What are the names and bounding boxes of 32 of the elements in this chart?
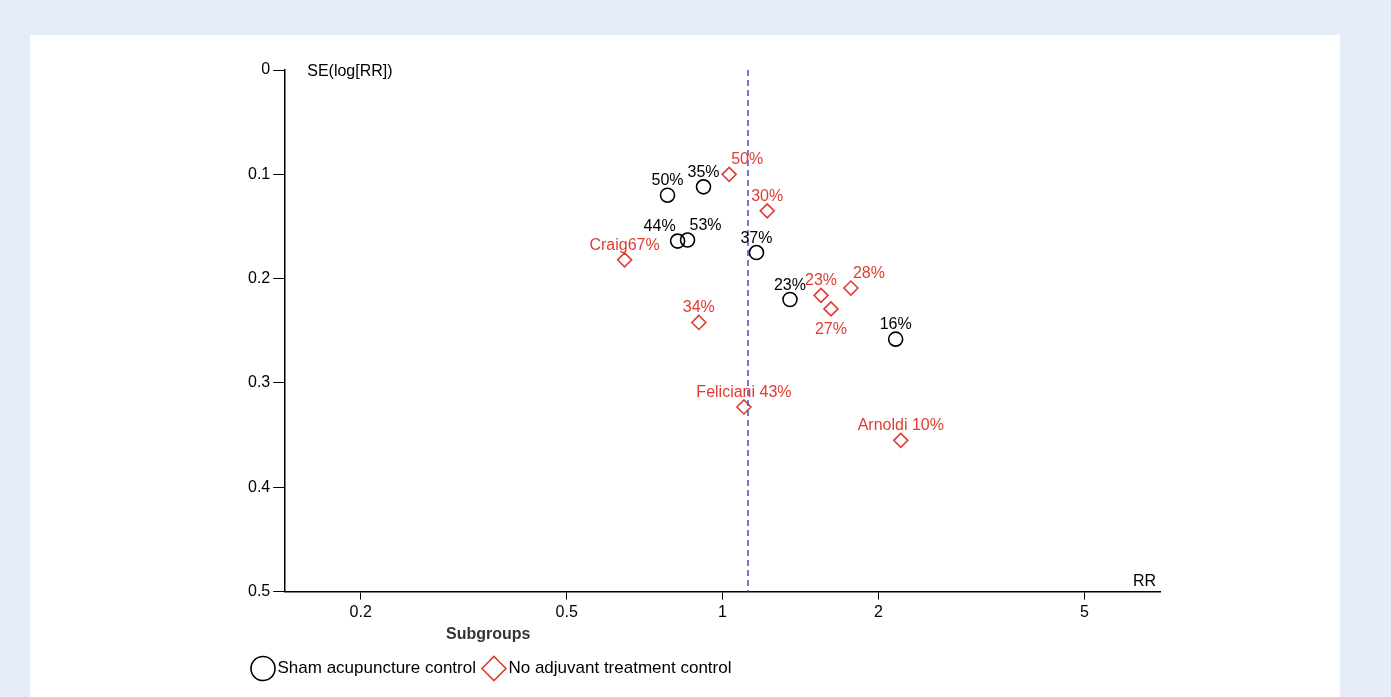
legend-title: Subgroups (446, 625, 531, 643)
annotation: 35% (687, 162, 720, 180)
annotation: 27% (814, 319, 847, 337)
annotation: 23% (773, 275, 806, 293)
annotation: 50% (731, 150, 764, 168)
x-tick-label: 0.5 (555, 602, 578, 620)
annotation: 37% (740, 228, 773, 246)
x-tick-label: 0.2 (349, 602, 372, 620)
annotation: Craig67% (589, 235, 660, 253)
annotation: 28% (852, 264, 885, 282)
x-tick-label: 2 (873, 602, 883, 620)
annotation: 30% (751, 186, 784, 204)
x-axis-title: RR (1132, 571, 1156, 589)
annotation: 50% (651, 171, 684, 189)
y-tick-label: 0.1 (247, 164, 271, 182)
y-tick-label: 0.5 (247, 582, 271, 600)
x-tick-label: 1 (718, 602, 728, 620)
y-axis-title: SE(log[RR]) (307, 62, 393, 79)
annotation: 44% (643, 217, 676, 235)
annotation: Arnoldi 10% (857, 416, 944, 434)
y-tick-label: 0.3 (247, 373, 271, 391)
legend-label: Sham acupuncture control (277, 658, 476, 678)
x-tick-label: 5 (1079, 602, 1089, 620)
annotation: 53% (689, 216, 722, 234)
annotation: 16% (879, 315, 912, 333)
y-tick-label: 0.2 (247, 269, 271, 287)
annotation: 34% (682, 298, 715, 316)
y-tick-label: 0.4 (247, 477, 271, 495)
annotation: 23% (805, 271, 838, 289)
annotation: Feliciani 43% (696, 382, 792, 400)
legend-label: No adjuvant treatment control (508, 658, 732, 678)
y-tick-label: 0 (261, 60, 271, 78)
